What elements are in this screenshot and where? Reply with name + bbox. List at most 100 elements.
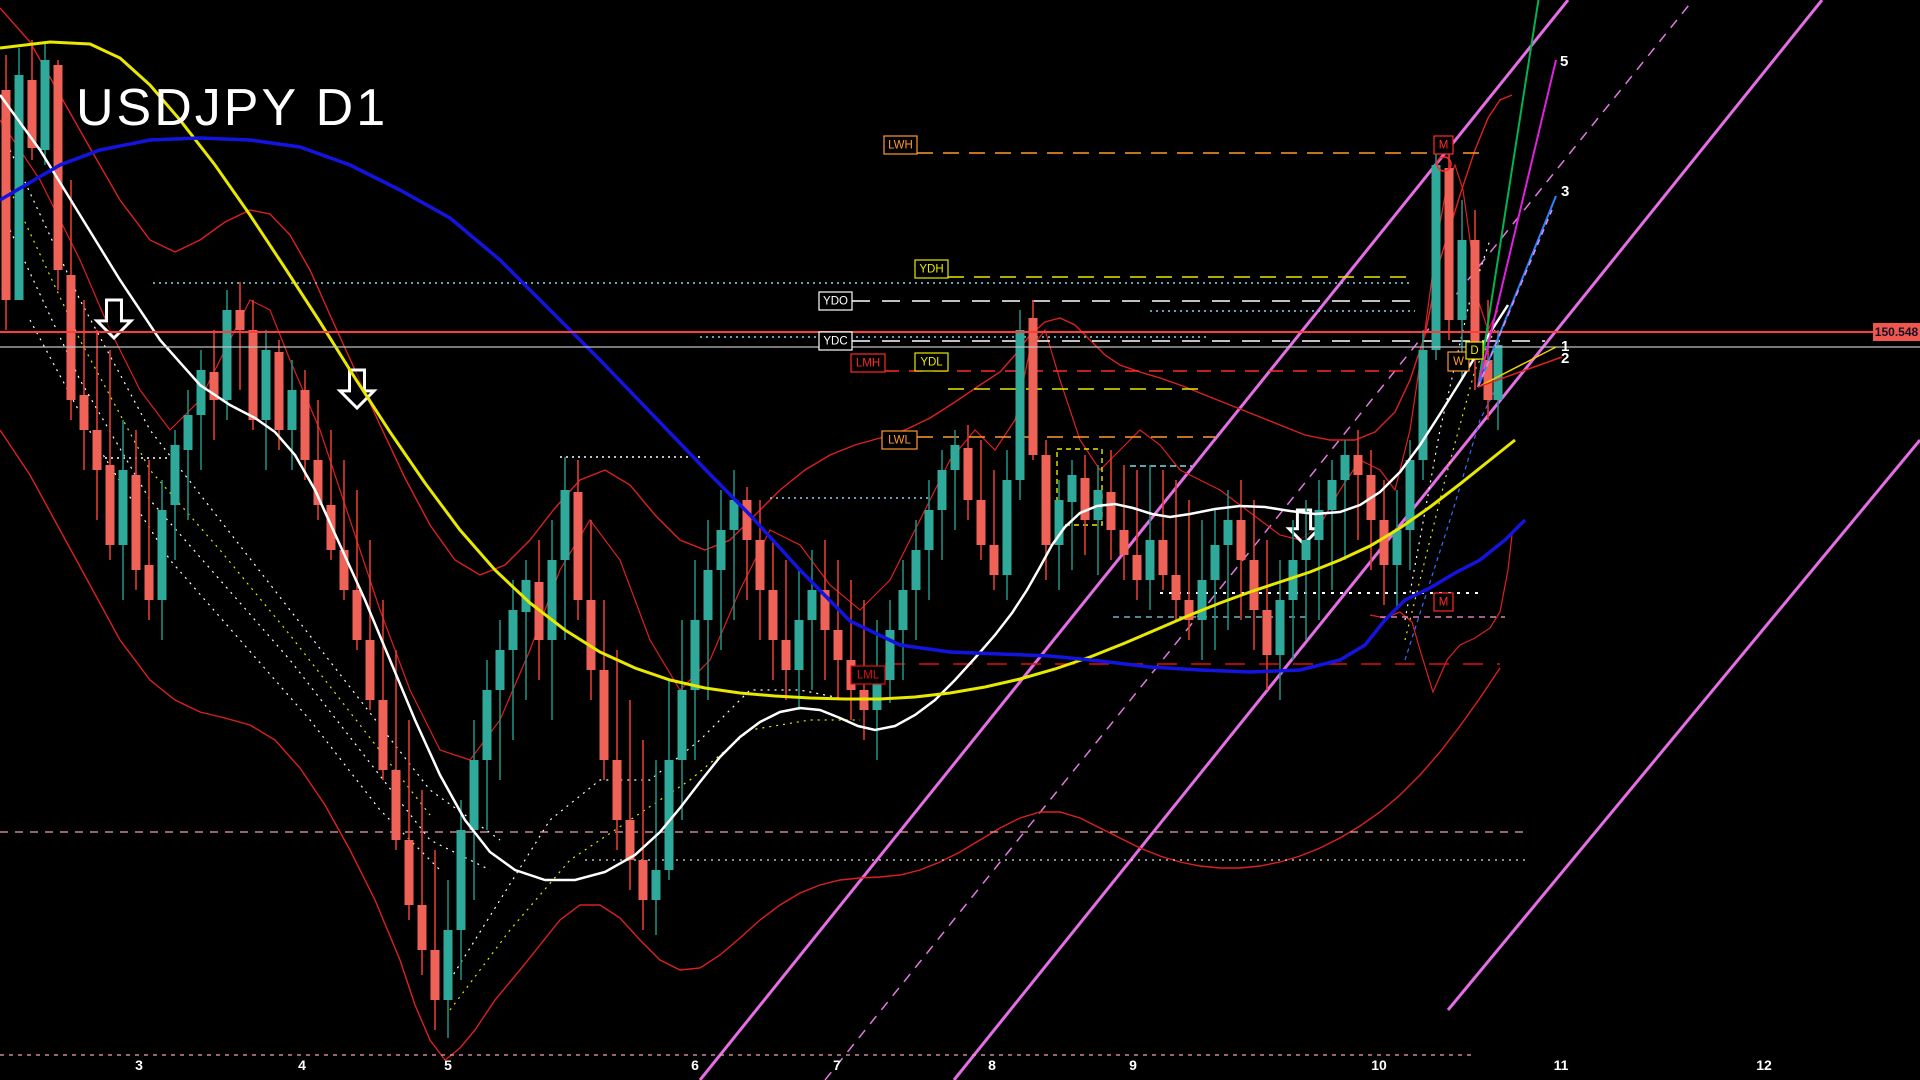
month-axis-label-7[interactable]: 7 [833,1057,841,1073]
candle [716,490,726,650]
level-label-LMH[interactable]: LMH [850,353,886,373]
fan-white-1 [9,149,501,841]
month-axis-label-9[interactable]: 9 [1129,1057,1137,1073]
month-axis-label-5[interactable]: 5 [444,1057,452,1073]
month-axis-label-12[interactable]: 12 [1756,1057,1772,1073]
bear-candle-body [391,770,401,840]
level-label-LWH[interactable]: LWH [883,135,918,155]
down-arrow-1[interactable] [93,298,135,341]
month-axis-label-4[interactable]: 4 [298,1057,306,1073]
candle [1236,480,1246,620]
candle [105,350,115,560]
candle [1002,450,1012,600]
bear-candle-body [1444,168,1454,320]
violet-trendline-3[interactable] [1446,439,1920,1011]
candle [950,430,960,530]
candle [651,760,661,935]
bull-candle-body [1223,520,1233,545]
candle [469,720,479,900]
bear-candle-body [92,430,102,470]
level-label-LML[interactable]: LML [850,665,886,685]
candle [1262,540,1272,690]
candle [248,300,258,430]
level-label-YDL[interactable]: YDL [914,352,949,372]
marker-W-label: W [1453,356,1464,368]
bear-candle-body [1080,478,1090,520]
bull-candle-body [1327,480,1337,510]
marker-W-box [1447,351,1470,372]
bear-candle-body [66,275,76,400]
marker-M-top[interactable]: M [1433,135,1454,155]
ray-yellow[interactable] [1477,346,1557,388]
level-label-YDO[interactable]: YDO [818,291,853,311]
candle [456,800,466,980]
month-axis-label-8[interactable]: 8 [988,1057,996,1073]
bull-candle-body [1275,600,1285,655]
bear-candle-body [638,860,648,900]
marker-W[interactable]: W [1447,351,1470,372]
marker-M-top-box [1433,135,1454,155]
month-axis-label-6[interactable]: 6 [691,1057,699,1073]
candle [924,480,934,600]
bull-candle-body [872,680,882,710]
candle [339,460,349,600]
bull-candle-body [937,470,947,510]
level-label-YDH[interactable]: YDH [914,259,949,279]
bear-candle-body [781,640,791,670]
candle [1158,470,1168,590]
bull-candle-body [898,590,908,630]
level-label-YDC[interactable]: YDC [818,331,853,351]
violet-trendline-dashed[interactable] [824,0,1694,1080]
bear-candle-body [352,590,362,640]
level-label-LWH-label: LWH [888,140,913,152]
fan-white-3 [29,319,441,871]
bull-candle-body [729,500,739,530]
candle [79,300,89,470]
bear-candle-body [313,460,323,505]
candle [274,340,284,450]
fan-white-2 [9,229,491,871]
marker-M-middle[interactable]: M [1433,592,1454,612]
marker-D-label: D [1470,345,1478,357]
bull-candle-body [885,630,895,680]
bull-candle-body [1431,165,1441,350]
bear-candle-body [235,310,245,330]
candle [404,720,414,920]
marker-D[interactable]: D [1465,341,1484,360]
level-label-LWL[interactable]: LWL [881,430,918,450]
bear-candle-body [1262,610,1272,655]
violet-trendline-1[interactable] [698,0,1570,1080]
bear-candle-body [1379,520,1389,565]
ray-green[interactable] [1477,0,1540,388]
candle [963,425,973,520]
current-price-badge: 150.548 [1873,323,1920,341]
candle [1327,460,1337,590]
marker-D-box [1465,341,1484,360]
bear-candle-body [768,590,778,640]
ray-pink-dashed[interactable] [1477,209,1553,388]
candle [1470,210,1480,390]
down-arrow-2[interactable] [336,368,378,411]
bear-candle-body [27,80,37,148]
bear-candle-body [1106,492,1116,530]
month-axis-label-10[interactable]: 10 [1371,1057,1387,1073]
bull-candle-body [703,570,713,620]
bear-candle-body [599,670,609,760]
ray-red[interactable] [1477,356,1563,388]
bear-candle-body [1236,520,1246,560]
bear-candle-body [1119,530,1129,555]
ray-magenta[interactable] [1477,59,1557,388]
month-axis-label-3[interactable]: 3 [135,1057,143,1073]
month-axis-label-11[interactable]: 11 [1554,1057,1569,1073]
level-label-YDO-box [818,291,853,311]
candle [690,560,700,760]
yellow-dashed-zone[interactable] [1056,448,1103,526]
bull-candle-body [261,350,271,420]
bear-candle-body [1132,555,1142,580]
bull-candle-body [911,550,921,590]
candle [378,600,388,780]
candle [794,570,804,710]
bull-candle-body [287,390,297,430]
